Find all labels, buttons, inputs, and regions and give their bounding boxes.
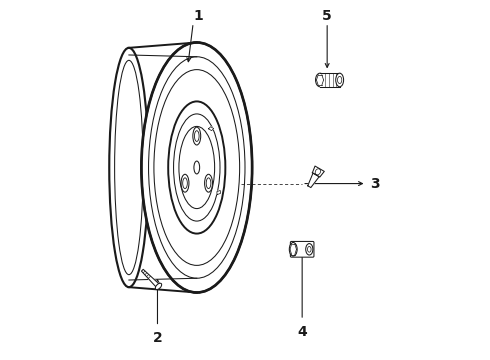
Text: 1: 1 <box>194 9 203 23</box>
Ellipse shape <box>181 174 189 192</box>
Ellipse shape <box>205 174 213 192</box>
Ellipse shape <box>155 283 162 289</box>
Text: 3: 3 <box>370 176 380 190</box>
Ellipse shape <box>168 102 225 234</box>
Ellipse shape <box>109 48 148 287</box>
FancyBboxPatch shape <box>291 242 314 257</box>
Text: 4: 4 <box>297 325 307 339</box>
FancyBboxPatch shape <box>320 73 340 87</box>
Polygon shape <box>217 190 220 195</box>
Polygon shape <box>142 269 159 287</box>
Text: 5: 5 <box>322 9 332 23</box>
Polygon shape <box>209 127 214 131</box>
Ellipse shape <box>193 127 201 145</box>
Ellipse shape <box>142 42 252 293</box>
Text: 2: 2 <box>152 331 162 345</box>
Ellipse shape <box>316 73 324 87</box>
Ellipse shape <box>306 244 313 255</box>
Ellipse shape <box>336 73 343 87</box>
Ellipse shape <box>289 243 297 256</box>
Polygon shape <box>312 166 324 177</box>
Polygon shape <box>308 173 319 188</box>
